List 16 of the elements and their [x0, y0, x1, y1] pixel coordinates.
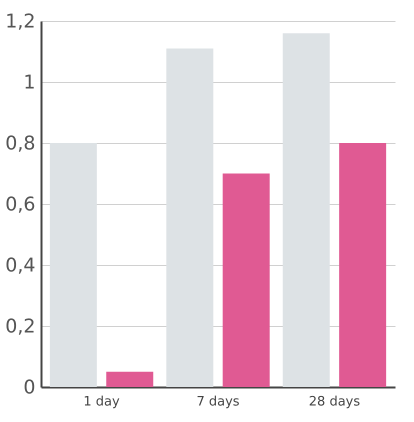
bar	[339, 143, 386, 387]
y-tick-label: 0,2	[5, 316, 36, 338]
bar	[166, 48, 214, 387]
y-tick-label: 0	[23, 376, 36, 398]
x-tick-label: 28 days	[308, 394, 360, 410]
y-tick-label: 0,6	[5, 194, 36, 216]
y-tick-label: 0,8	[5, 132, 36, 154]
x-tick-label: 1 day	[83, 394, 120, 410]
x-tick-label: 7 days	[196, 394, 240, 410]
bar	[222, 174, 270, 387]
y-tick-label: 0,4	[5, 254, 36, 276]
y-tick-label: 1	[23, 72, 36, 94]
bar	[282, 33, 330, 387]
bar	[50, 143, 97, 387]
bar	[106, 372, 154, 387]
y-tick-label: 1,2	[5, 10, 36, 32]
